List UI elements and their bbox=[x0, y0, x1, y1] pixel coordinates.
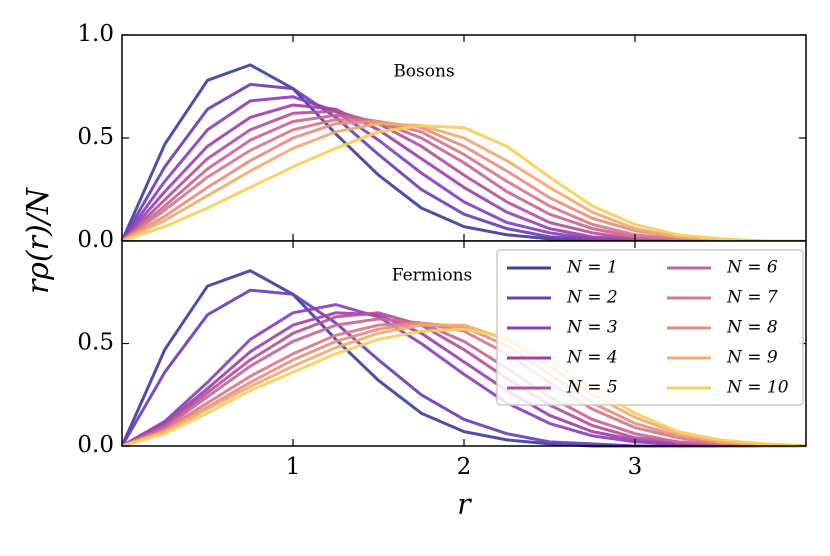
plot-frame bbox=[121, 240, 807, 447]
legend-label: N = 2 bbox=[566, 288, 618, 308]
series-line bbox=[121, 327, 807, 448]
legend-box bbox=[496, 249, 804, 406]
y-tick-label: 0.0 bbox=[77, 227, 114, 253]
panel-label: Bosons bbox=[393, 62, 454, 82]
legend-label: N = 1 bbox=[566, 258, 618, 278]
y-tick-label: 0.0 bbox=[77, 432, 114, 458]
legend-label: N = 7 bbox=[726, 288, 778, 308]
legend-label: N = 5 bbox=[566, 378, 618, 398]
series-line bbox=[121, 317, 806, 448]
panel-label: Fermions bbox=[392, 266, 473, 286]
y-tick-label: 0.5 bbox=[77, 124, 114, 150]
y-tick-label: 1.0 bbox=[77, 21, 114, 47]
x-tick-label: 2 bbox=[457, 454, 472, 480]
legend-label: N = 8 bbox=[726, 318, 778, 338]
legend-label: N = 3 bbox=[566, 318, 618, 338]
series-line bbox=[121, 124, 806, 243]
x-axis-label: r bbox=[457, 488, 472, 521]
series-line bbox=[121, 321, 806, 448]
legend-label: N = 9 bbox=[726, 348, 778, 368]
legend-label: N = 10 bbox=[726, 378, 789, 398]
x-tick-label: 3 bbox=[628, 454, 643, 480]
series-line bbox=[121, 323, 807, 448]
y-tick-label: 0.5 bbox=[77, 330, 114, 356]
legend-label: N = 4 bbox=[566, 348, 618, 368]
x-tick-label: 1 bbox=[286, 454, 301, 480]
legend-label: N = 6 bbox=[726, 258, 778, 278]
y-axis-label: rρ(r)/N bbox=[21, 186, 56, 294]
